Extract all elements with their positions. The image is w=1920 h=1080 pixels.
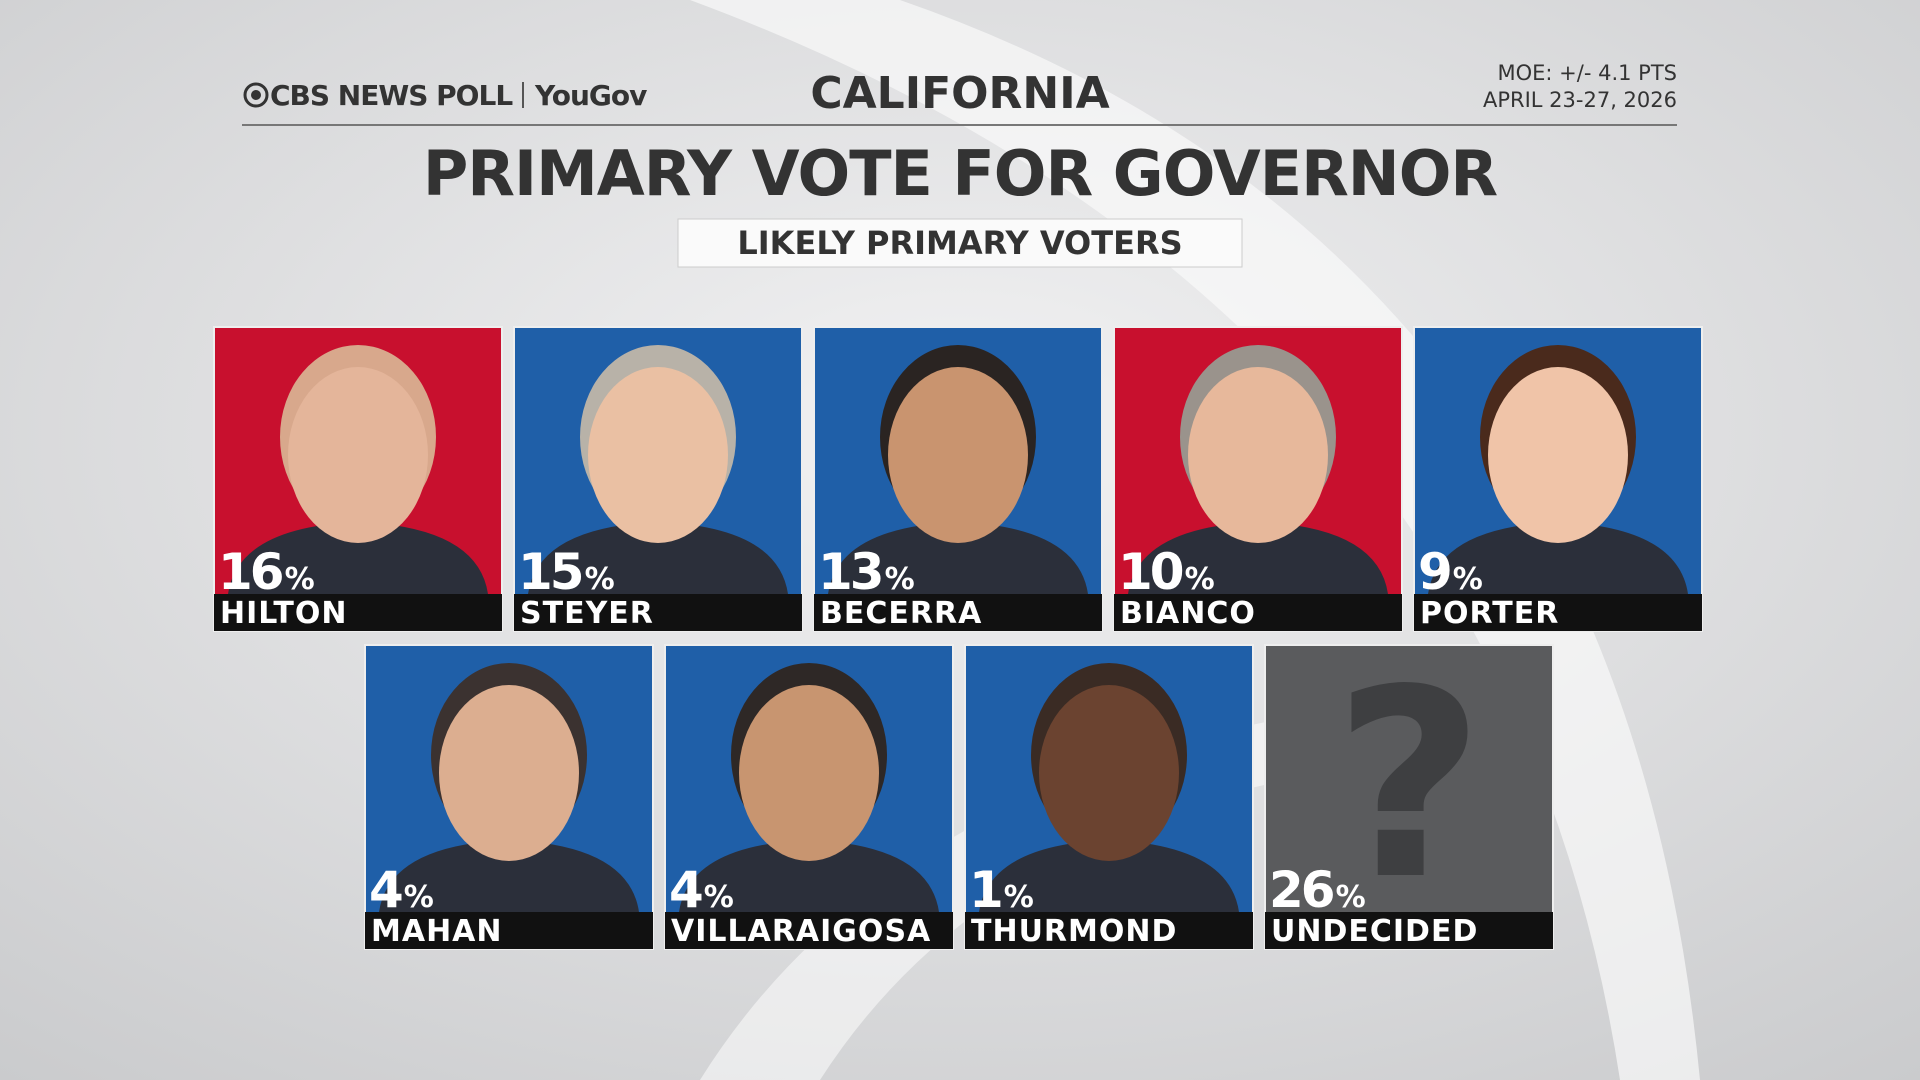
percent-sign: % <box>285 562 315 597</box>
percent-value: 4 <box>669 861 702 919</box>
portrait-shoulders <box>979 840 1239 912</box>
subtitle: LIKELY PRIMARY VOTERS <box>737 224 1182 262</box>
name-strip <box>1414 594 1702 631</box>
candidate-name: HILTON <box>220 596 348 631</box>
portrait-face <box>1188 367 1328 543</box>
percent-value: 26 <box>1269 861 1334 919</box>
swoosh <box>700 700 1420 1080</box>
percent-sign: % <box>1453 562 1483 597</box>
percent-label: 1% <box>969 861 1034 919</box>
percent-label: 4% <box>669 861 734 919</box>
candidate-name: VILLARAIGOSA <box>671 914 931 949</box>
percent-label: 16% <box>218 543 315 601</box>
card-background <box>1264 644 1554 950</box>
percent-value: 15 <box>518 543 582 601</box>
candidate-name: BECERRA <box>820 596 982 631</box>
percent-value: 13 <box>818 543 882 601</box>
portrait-face <box>439 685 579 861</box>
dates: APRIL 23-27, 2026 <box>1483 88 1677 112</box>
percent-sign: % <box>885 562 915 597</box>
percent-value: 16 <box>218 543 283 601</box>
portrait-shoulders <box>228 522 488 594</box>
portrait-face <box>1488 367 1628 543</box>
portrait-face <box>888 367 1028 543</box>
partner-logo: YouGov <box>534 79 647 112</box>
portrait-shoulders <box>828 522 1088 594</box>
percent-value: 9 <box>1418 543 1450 601</box>
name-strip <box>514 594 802 631</box>
placeholder-icon: ? <box>1334 635 1485 937</box>
name-strip <box>965 912 1253 949</box>
candidate-name: PORTER <box>1420 596 1559 631</box>
percent-value: 4 <box>369 861 402 919</box>
candidate-name: MAHAN <box>371 914 503 949</box>
portrait-face <box>739 685 879 861</box>
candidate-name: BIANCO <box>1120 596 1256 631</box>
percent-sign: % <box>1185 562 1215 597</box>
name-strip <box>814 594 1102 631</box>
candidate-name: UNDECIDED <box>1271 914 1478 949</box>
percent-sign: % <box>585 562 615 597</box>
percent-sign: % <box>704 880 734 915</box>
percent-sign: % <box>1336 880 1366 915</box>
name-strip <box>214 594 502 631</box>
name-strip <box>1265 912 1553 949</box>
subtitle-box <box>677 218 1243 268</box>
cbs-eye <box>243 82 269 108</box>
portrait-shoulders <box>1128 522 1388 594</box>
portrait-shoulders <box>679 840 939 912</box>
name-strip <box>1114 594 1402 631</box>
name-strip <box>665 912 953 949</box>
name-strip <box>365 912 653 949</box>
state: CALIFORNIA <box>810 68 1109 119</box>
portrait-face <box>288 367 428 543</box>
portrait-face <box>588 367 728 543</box>
logo: CBS NEWS POLL <box>270 79 513 112</box>
portrait-shoulders <box>528 522 788 594</box>
candidate-name: STEYER <box>520 596 654 631</box>
portrait-shoulders <box>379 840 639 912</box>
percent-sign: % <box>1004 880 1034 915</box>
portrait-face <box>1039 685 1179 861</box>
title: PRIMARY VOTE FOR GOVERNOR <box>423 137 1498 210</box>
portrait-shoulders <box>1428 522 1688 594</box>
moe: MOE: +/- 4.1 PTS <box>1498 61 1677 85</box>
candidate-name: THURMOND <box>971 914 1177 949</box>
percent-sign: % <box>404 880 434 915</box>
percent-value: 10 <box>1118 543 1183 601</box>
percent-value: 1 <box>969 861 1001 919</box>
cbs-eye <box>251 90 261 100</box>
